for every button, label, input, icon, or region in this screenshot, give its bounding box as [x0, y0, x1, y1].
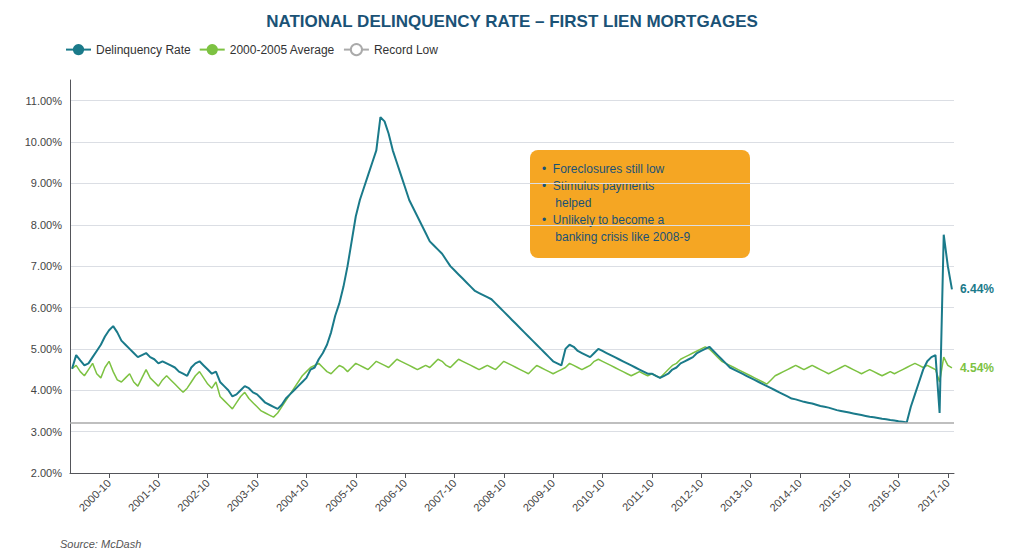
svg-text:2007-10: 2007-10: [422, 477, 459, 514]
svg-text:banking crisis like 2008-9: banking crisis like 2008-9: [542, 230, 690, 244]
svg-text:Record Low: Record Low: [374, 43, 438, 57]
svg-text:2017-10: 2017-10: [915, 477, 952, 514]
svg-text:2008-10: 2008-10: [471, 477, 508, 514]
svg-text:2000-10: 2000-10: [76, 477, 113, 514]
svg-text:Delinquency Rate: Delinquency Rate: [96, 43, 191, 57]
svg-text:• Unlikely to become a: • Unlikely to become a: [542, 213, 665, 227]
svg-text:2003-10: 2003-10: [224, 477, 261, 514]
svg-text:3.00%: 3.00%: [31, 426, 62, 438]
svg-text:2000-2005 Average: 2000-2005 Average: [230, 43, 335, 57]
svg-text:8.00%: 8.00%: [31, 219, 62, 231]
svg-text:• Stimulus payments: • Stimulus payments: [542, 179, 654, 193]
svg-text:• Foreclosures still low: • Foreclosures still low: [542, 162, 665, 176]
svg-text:4.00%: 4.00%: [31, 384, 62, 396]
svg-text:2009-10: 2009-10: [520, 477, 557, 514]
svg-text:2005-10: 2005-10: [323, 477, 360, 514]
svg-text:Source: McDash: Source: McDash: [60, 538, 141, 550]
svg-text:7.00%: 7.00%: [31, 260, 62, 272]
svg-text:4.54%: 4.54%: [960, 361, 994, 375]
svg-text:10.00%: 10.00%: [25, 136, 63, 148]
svg-text:2010-10: 2010-10: [570, 477, 607, 514]
svg-text:9.00%: 9.00%: [31, 177, 62, 189]
svg-text:2012-10: 2012-10: [668, 477, 705, 514]
svg-text:2015-10: 2015-10: [816, 477, 853, 514]
svg-text:6.44%: 6.44%: [960, 282, 994, 296]
svg-text:2011-10: 2011-10: [620, 477, 656, 513]
svg-text:5.00%: 5.00%: [31, 343, 62, 355]
svg-text:11.00%: 11.00%: [26, 95, 63, 107]
svg-text:2013-10: 2013-10: [718, 477, 755, 514]
svg-text:NATIONAL DELINQUENCY RATE – FI: NATIONAL DELINQUENCY RATE – FIRST LIEN M…: [266, 12, 758, 31]
svg-text:2.00%: 2.00%: [31, 467, 62, 479]
svg-text:2014-10: 2014-10: [767, 477, 804, 514]
svg-text:2002-10: 2002-10: [175, 477, 212, 514]
svg-text:6.00%: 6.00%: [31, 302, 62, 314]
svg-text:2006-10: 2006-10: [372, 477, 409, 514]
svg-text:2016-10: 2016-10: [866, 477, 903, 514]
svg-text:helped: helped: [542, 196, 591, 210]
svg-text:2001-10: 2001-10: [126, 477, 163, 514]
svg-text:2004-10: 2004-10: [274, 477, 311, 514]
